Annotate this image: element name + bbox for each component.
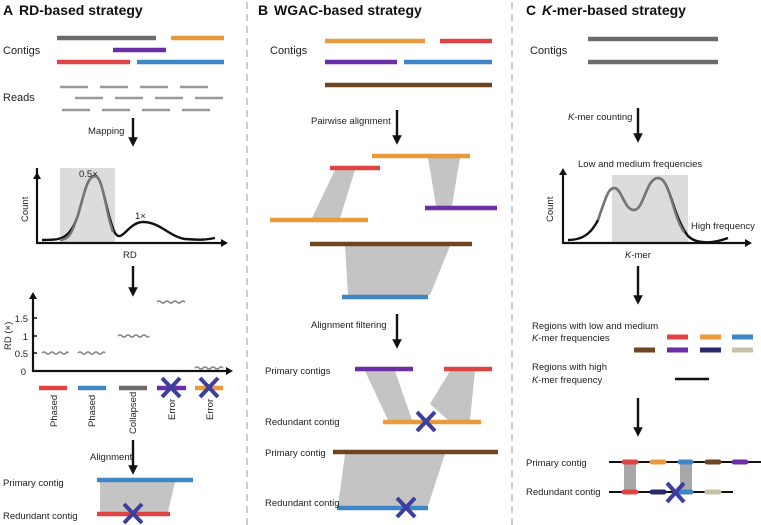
kmer-counting-label: K-mer counting <box>568 112 632 123</box>
cross-icon <box>160 376 182 399</box>
panel-letter: C <box>526 2 536 18</box>
contigs-label: Contigs <box>3 45 41 57</box>
contig-bars <box>57 35 224 65</box>
tick-label: 0 <box>21 367 26 378</box>
reads <box>60 85 223 112</box>
redundant-contig-label: Redundant contig <box>265 417 339 428</box>
primary-contigs-label: Primary contigs <box>265 366 331 377</box>
high-frequency-label: High frequency <box>691 221 755 232</box>
alignment-label: Alignment <box>90 452 133 463</box>
axes <box>35 168 225 245</box>
contigs-label: Contigs <box>270 45 308 57</box>
cross-icon <box>395 496 417 519</box>
category-label: Phased <box>87 395 98 427</box>
cross-icon <box>122 502 144 525</box>
category-label: Error <box>167 399 178 420</box>
alignment-shade <box>100 482 175 512</box>
legend-low-line2: K-mer frequencies <box>532 333 610 344</box>
category-label: Phased <box>49 395 60 427</box>
rd-scatter: 0 0.5 1 1.5 RD (×) Phased Phased Collaps… <box>3 292 233 434</box>
cross-icon <box>198 376 220 399</box>
kmer-histogram: Low and medium frequencies High frequenc… <box>545 159 755 261</box>
redundant-contig-label: Redundant contig <box>3 511 77 522</box>
legend-high-line2: K-mer frequency <box>532 375 602 386</box>
tick-label: 1.5 <box>15 314 28 325</box>
legend-high-line1: Regions with high <box>532 362 607 373</box>
tick-label: 0.5 <box>15 349 28 360</box>
rd-histogram: 0.5× 1× Count RD <box>20 168 228 261</box>
y-axis-label: Count <box>20 196 31 222</box>
contigs-label: Contigs <box>530 45 568 57</box>
panel-title: RD-based strategy <box>19 2 143 18</box>
x-axis-label: RD <box>123 250 137 261</box>
peak-label-half: 0.5× <box>79 169 98 180</box>
panel-c: C K-mer-based strategy Contigs K-mer cou… <box>526 2 761 504</box>
x-axis-label: K-mer <box>625 250 651 261</box>
pairwise-alignment-label: Pairwise alignment <box>311 116 391 127</box>
panel-letter: A <box>3 2 13 18</box>
tick-label: 1 <box>23 332 28 343</box>
primary-contig-label: Primary contig <box>265 448 326 459</box>
y-axis-label: RD (×) <box>3 322 14 350</box>
primary-contig-label: Primary contig <box>3 478 64 489</box>
category-label: Collapsed <box>128 392 139 434</box>
peak-label-one: 1× <box>135 211 146 222</box>
panel-b: B WGAC-based strategy Contigs Pairwise a… <box>258 2 498 519</box>
alignment-filtering-label: Alignment filtering <box>311 320 387 331</box>
cross-icon <box>665 481 686 504</box>
redundant-contig-label: Redundant contig <box>526 487 600 498</box>
panel-letter: B <box>258 2 268 18</box>
y-axis-label: Count <box>545 196 556 222</box>
axes <box>31 296 230 373</box>
cross-icon <box>415 410 437 433</box>
panel-title: WGAC-based strategy <box>274 2 422 18</box>
reads-label: Reads <box>3 92 35 104</box>
panel-title: K-mer-based strategy <box>542 2 686 18</box>
category-label: Error <box>205 399 216 420</box>
primary-contig-label: Primary contig <box>526 458 587 469</box>
panel-a: A RD-based strategy Contigs Reads Mappin… <box>3 2 233 525</box>
legend-low-line1: Regions with low and medium <box>532 321 658 332</box>
low-medium-label: Low and medium frequencies <box>578 159 702 170</box>
mapping-label: Mapping <box>88 126 124 137</box>
redundant-contig-label: Redundant contig <box>265 498 339 509</box>
